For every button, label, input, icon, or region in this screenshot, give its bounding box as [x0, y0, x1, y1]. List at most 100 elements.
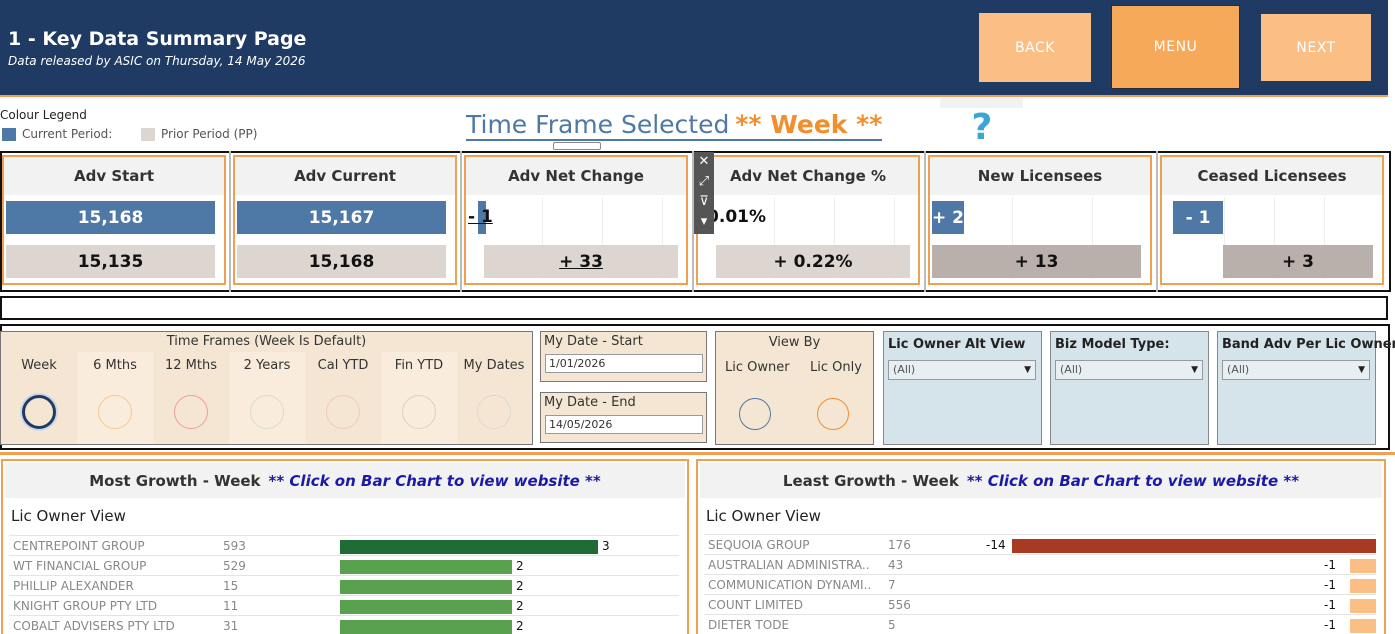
back-button[interactable]: BACK: [979, 13, 1091, 82]
most-growth-title: Most Growth - Week: [89, 471, 261, 490]
growth-bar[interactable]: [1350, 559, 1376, 573]
kpi-ceased-licensees[interactable]: Ceased Licensees - 1 + 3: [1160, 155, 1384, 285]
kpi-adv-current[interactable]: Adv Current 15,167 15,168: [233, 155, 457, 285]
my-date-end-input[interactable]: 14/05/2026: [545, 415, 703, 434]
lic-owner-alt-view-select[interactable]: (All) ▼: [888, 360, 1036, 380]
growth-value-label: -14: [986, 538, 1006, 552]
dropdown-arrow-icon: ▼: [1191, 365, 1198, 375]
view-by-lic-owner-radio[interactable]: [739, 398, 771, 430]
kpi-current-bar: [478, 201, 486, 234]
table-row[interactable]: PHILLIP ALEXANDER 15 2: [9, 575, 679, 595]
my-date-end-box: My Date - End 14/05/2026: [540, 392, 707, 443]
growth-value-label: 2: [516, 599, 524, 613]
adviser-count: 529: [223, 559, 246, 573]
growth-bar[interactable]: [340, 580, 512, 594]
growth-bar[interactable]: [1012, 539, 1376, 553]
gridline: [1274, 197, 1275, 279]
prior-period-swatch: [141, 127, 155, 141]
tf-option-my-dates[interactable]: My Dates: [456, 352, 532, 444]
table-row[interactable]: CENTREPOINT GROUP 593 3: [9, 535, 679, 555]
time-frame-selected-title: Time Frame Selected ** Week **: [466, 110, 883, 141]
tf-option-label: 12 Mths: [165, 358, 217, 373]
adviser-count: 556: [888, 598, 911, 612]
legend-prior-period: Prior Period (PP): [141, 127, 257, 141]
least-growth-panel: Least Growth - Week ** Click on Bar Char…: [696, 459, 1386, 634]
biz-model-type-select[interactable]: (All) ▼: [1055, 360, 1203, 380]
gridline: [602, 197, 603, 279]
radio-icon[interactable]: [402, 395, 436, 429]
radio-icon[interactable]: [98, 395, 132, 429]
growth-bar[interactable]: [1350, 579, 1376, 593]
table-row[interactable]: WT FINANCIAL GROUP 529 2: [9, 555, 679, 575]
help-icon[interactable]: ?: [971, 107, 993, 148]
band-adv-per-lic-owner-filter: Band Adv Per Lic Owner (All) ▼: [1217, 331, 1395, 445]
page-title: 1 - Key Data Summary Page: [8, 28, 307, 50]
next-button[interactable]: NEXT: [1261, 14, 1371, 81]
adviser-count: 5: [888, 618, 896, 632]
radio-icon[interactable]: [250, 395, 284, 429]
radio-icon[interactable]: [326, 395, 360, 429]
tf-option-week[interactable]: Week: [1, 352, 77, 444]
radio-icon[interactable]: [174, 395, 208, 429]
my-date-start-input[interactable]: 1/01/2026: [545, 354, 703, 373]
table-row[interactable]: KNIGHT GROUP PTY LTD 11 2: [9, 595, 679, 615]
kpi-current-value: -0.01%: [700, 207, 767, 227]
radio-selected-icon[interactable]: [22, 395, 56, 429]
my-date-end-label: My Date - End: [544, 395, 636, 410]
growth-bar[interactable]: [340, 560, 512, 574]
page-subtitle: Data released by ASIC on Thursday, 14 Ma…: [8, 54, 306, 68]
legend-prior-label: Prior Period (PP): [161, 127, 258, 141]
table-row[interactable]: COBALT ADVISERS PTY LTD 31 2: [9, 615, 679, 634]
growth-bar[interactable]: [1350, 599, 1376, 613]
view-by-lic-only-label: Lic Only: [810, 360, 862, 375]
gridline: [1012, 197, 1013, 279]
popout-icon[interactable]: ⤢: [698, 174, 710, 189]
growth-bar[interactable]: [340, 600, 512, 614]
close-icon[interactable]: ✕: [698, 154, 710, 169]
growth-bar[interactable]: [1350, 619, 1376, 633]
kpi-separator: [460, 151, 462, 292]
time-frame-label: Time Frame Selected: [466, 110, 730, 139]
table-row[interactable]: AUSTRALIAN ADMINISTRA.. 43 -1: [704, 554, 1376, 574]
band-adv-per-lic-owner-select[interactable]: (All) ▼: [1222, 360, 1370, 380]
kpi-adv-net-change-pct[interactable]: Adv Net Change % -0.01% + 0.22%: [696, 155, 920, 285]
more-options-icon[interactable]: ▾: [700, 214, 708, 229]
header-strip: [940, 98, 1023, 108]
lic-owner-name: PHILLIP ALEXANDER: [13, 579, 134, 593]
lic-owner-name: COBALT ADVISERS PTY LTD: [13, 619, 175, 633]
kpi-prior-bar: 15,168: [237, 245, 446, 278]
growth-value-label: 2: [516, 579, 524, 593]
filter-icon[interactable]: ⊽: [699, 194, 709, 209]
kpi-adv-start[interactable]: Adv Start 15,168 15,135: [2, 155, 226, 285]
drag-handle[interactable]: [553, 142, 601, 150]
growth-bar[interactable]: [340, 540, 598, 554]
tf-option-fin-ytd[interactable]: Fin YTD: [381, 352, 457, 444]
current-period-swatch: [2, 127, 16, 141]
tf-option-label: My Dates: [463, 358, 525, 373]
table-row[interactable]: SEQUOIA GROUP 176 -14: [704, 534, 1376, 554]
kpi-adv-net-change[interactable]: Adv Net Change - 1 + 33: [464, 155, 688, 285]
tf-option-2-years[interactable]: 2 Years: [229, 352, 305, 444]
growth-bar[interactable]: [340, 620, 512, 634]
tf-option-cal-ytd[interactable]: Cal YTD: [305, 352, 381, 444]
radio-icon[interactable]: [477, 395, 511, 429]
dropdown-label: Biz Model Type:: [1055, 337, 1170, 352]
view-by-title: View By: [768, 335, 821, 350]
table-row[interactable]: COMMUNICATION DYNAMI.. 7 -1: [704, 574, 1376, 594]
view-by-lic-only-radio[interactable]: [817, 398, 849, 430]
tf-option-label: 6 Mths: [93, 358, 137, 373]
table-row[interactable]: COUNT LIMITED 556 -1: [704, 594, 1376, 614]
least-growth-title: Least Growth - Week: [782, 471, 959, 490]
kpi-title: New Licensees: [930, 157, 1150, 195]
growth-value-label: 2: [516, 559, 524, 573]
tf-option-12-mths[interactable]: 12 Mths: [153, 352, 229, 444]
kpi-new-licensees[interactable]: New Licensees + 2 + 13: [928, 155, 1152, 285]
legend-current-label: Current Period:: [22, 127, 113, 141]
lic-owner-name: KNIGHT GROUP PTY LTD: [13, 599, 158, 613]
menu-button[interactable]: MENU: [1111, 5, 1240, 89]
table-row[interactable]: DIETER TODE 5 -1: [704, 614, 1376, 634]
time-frame-value: ** Week **: [735, 110, 883, 139]
tf-option-6-mths[interactable]: 6 Mths: [77, 352, 153, 444]
least-growth-note: ** Click on Bar Chart to view website **: [966, 471, 1300, 490]
adviser-count: 7: [888, 578, 896, 592]
